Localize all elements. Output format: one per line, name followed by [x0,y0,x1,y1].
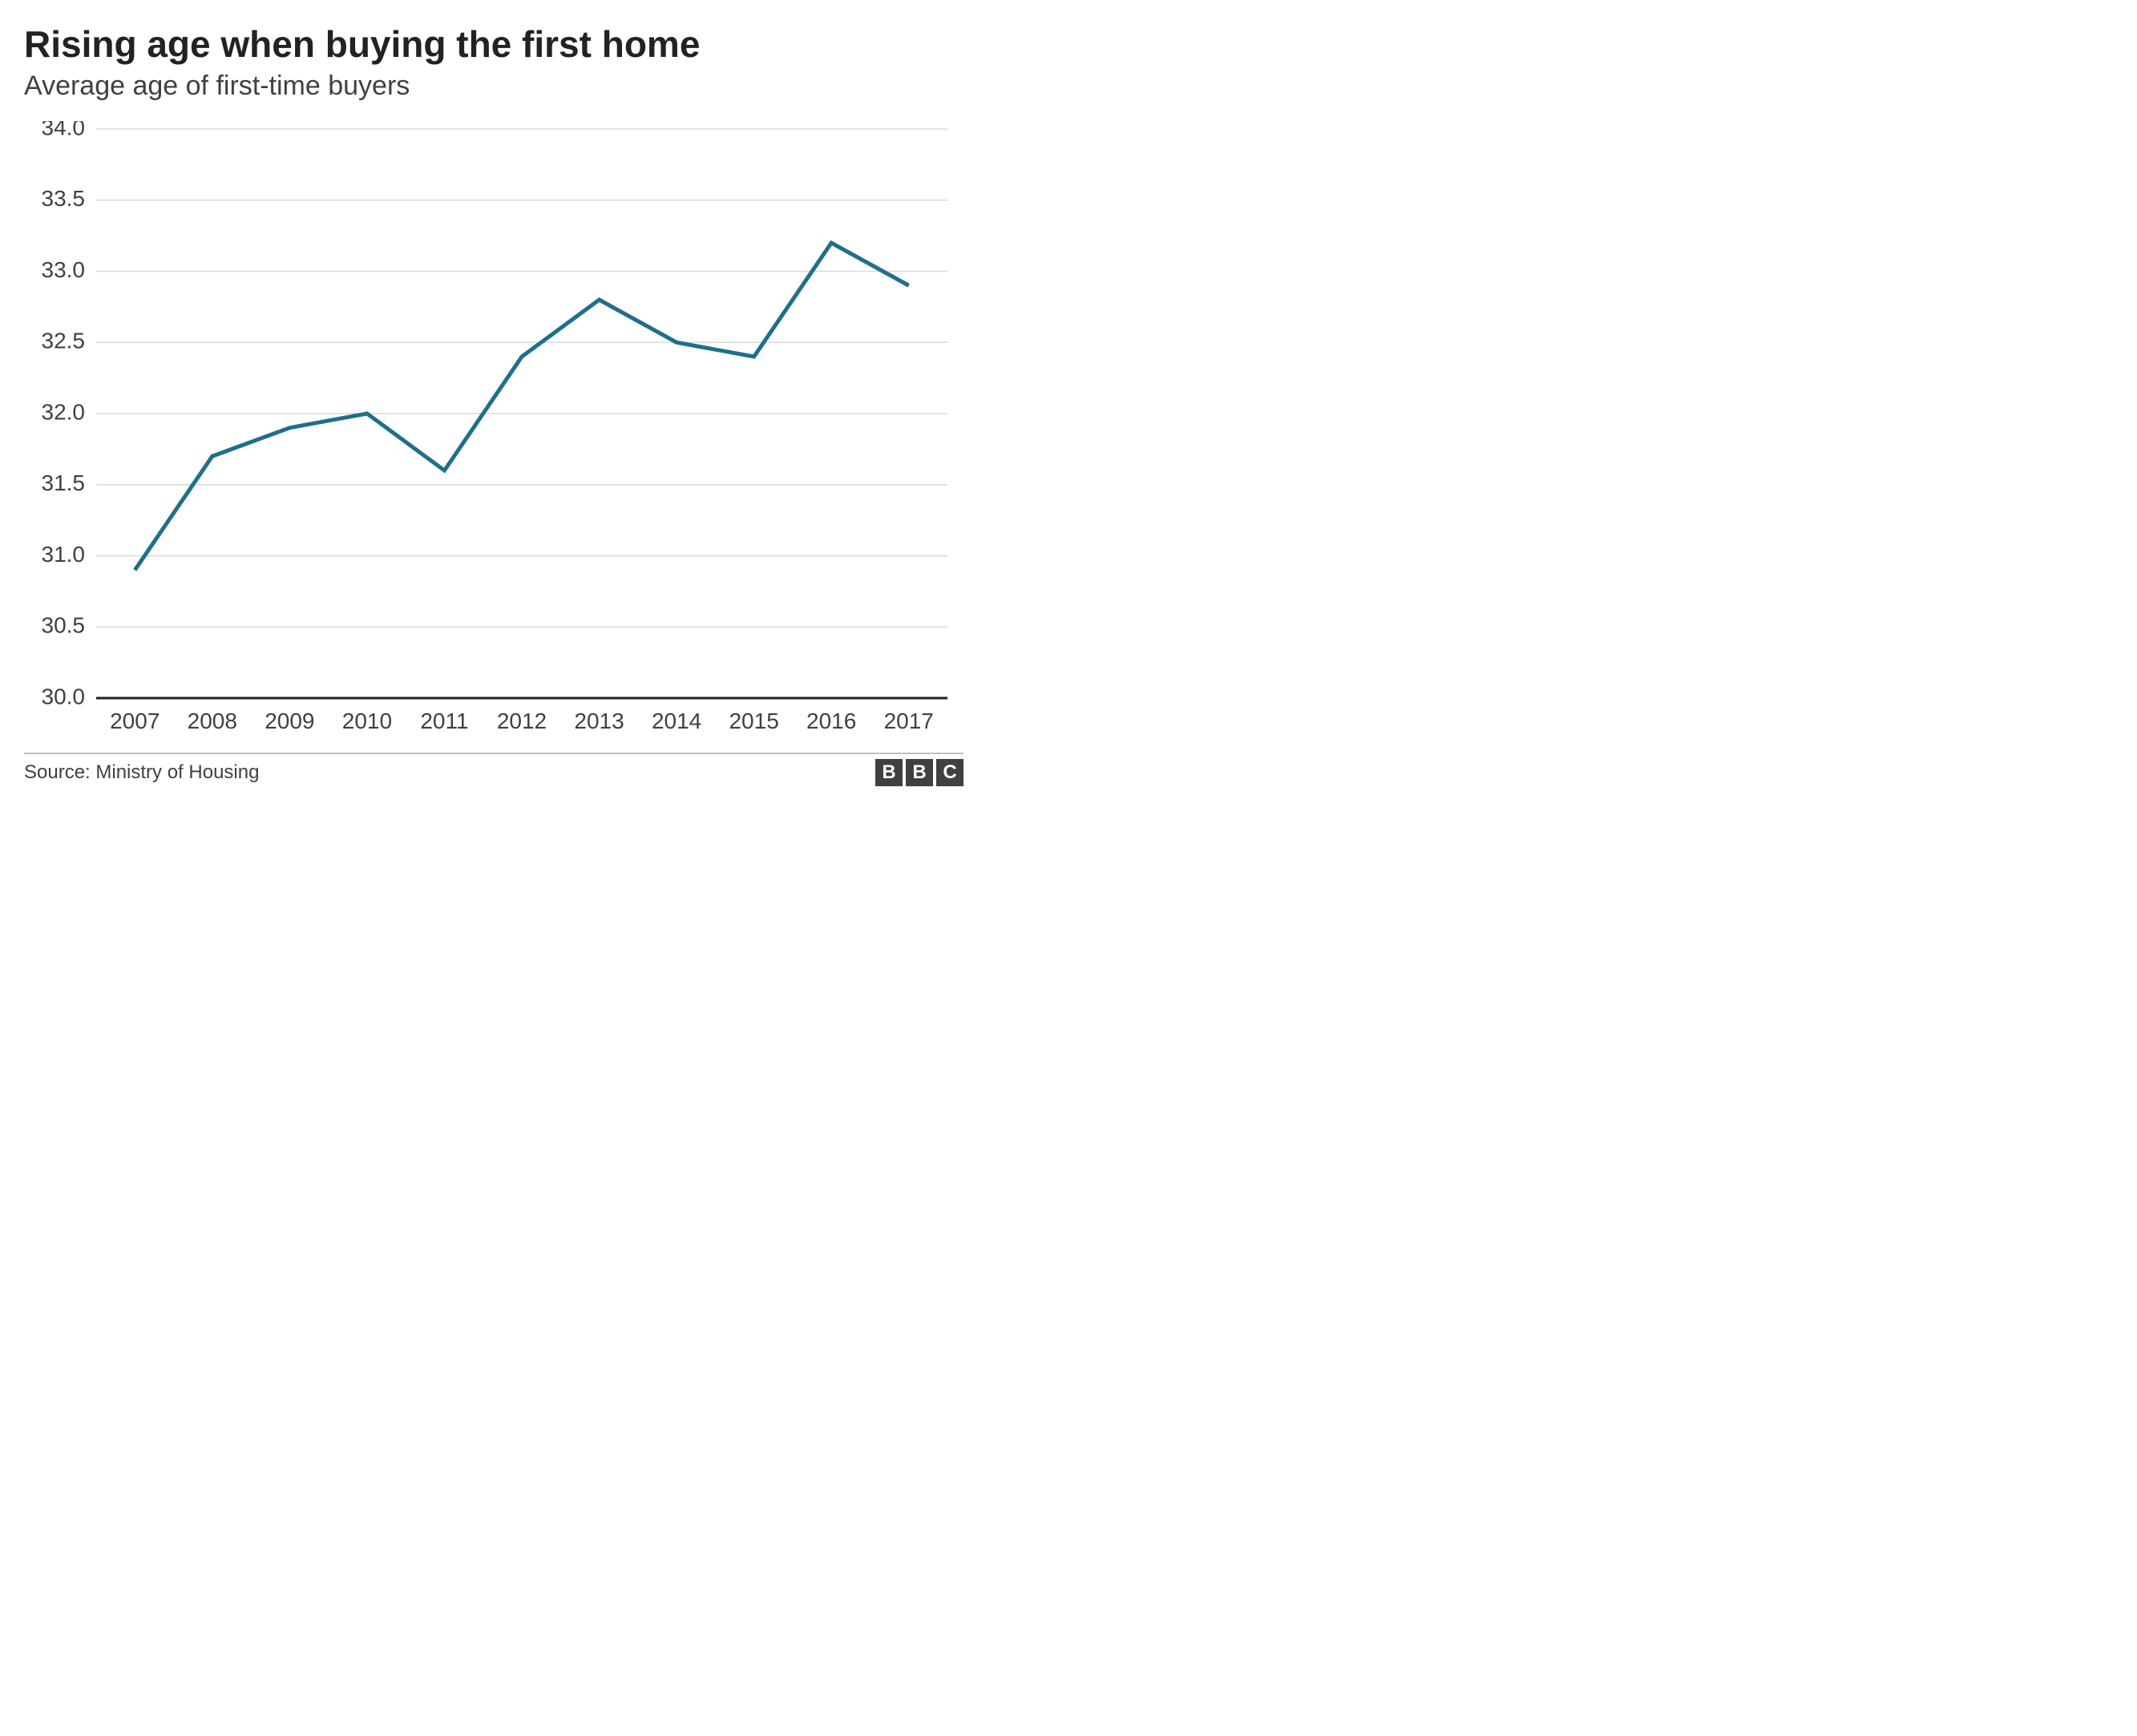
footer-divider [24,753,963,754]
x-tick-label: 2017 [884,709,934,733]
bbc-logo-letter: B [875,759,903,786]
x-tick-label: 2013 [574,709,624,733]
y-tick-label: 31.0 [42,542,86,567]
data-series-line [135,243,908,570]
y-tick-label: 34.0 [42,121,86,139]
bbc-logo: B B C [875,759,963,786]
x-tick-label: 2007 [110,709,160,733]
bbc-logo-letter: B [906,759,933,786]
line-chart-svg: 30.0 30.5 31.0 31.5 32.0 32.5 33.0 33.5 34.0 2007… [24,121,963,746]
y-tick-label: 31.5 [42,470,86,495]
chart-footer: Source: Ministry of Housing B B C [24,759,963,786]
source-label: Source: Ministry of Housing [24,761,259,784]
y-tick-label: 33.5 [42,186,86,211]
y-tick-label: 32.0 [42,399,86,424]
chart-figure: Rising age when buying the first home Av… [0,0,988,801]
x-tick-label: 2011 [420,709,468,733]
y-tick-label: 32.5 [42,329,86,353]
y-tick-label: 30.0 [42,684,86,709]
bbc-logo-letter: C [936,759,963,786]
x-tick-label: 2009 [265,709,314,733]
plot-area: 30.0 30.5 31.0 31.5 32.0 32.5 33.0 33.5 34.0 2007… [24,121,963,746]
y-tick-label: 33.0 [42,257,86,282]
chart-subtitle: Average age of first-time buyers [24,71,963,102]
x-tick-label: 2008 [188,709,237,733]
x-tick-label: 2012 [497,709,547,733]
y-tick-label: 30.5 [42,613,86,638]
chart-title: Rising age when buying the first home [24,22,963,66]
x-tick-label: 2016 [806,709,856,733]
x-tick-label: 2014 [652,709,701,733]
x-tick-label: 2015 [729,709,778,733]
x-tick-label: 2010 [342,709,392,733]
